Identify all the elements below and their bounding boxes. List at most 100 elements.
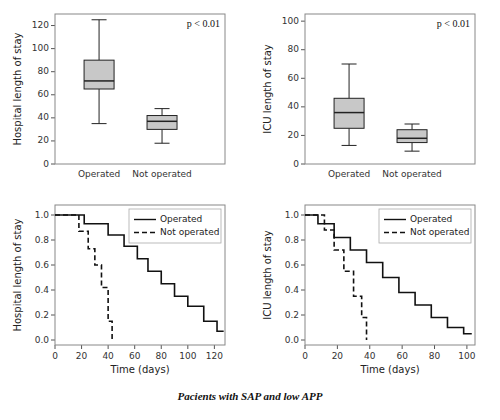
x-tick xyxy=(55,345,56,349)
plot-frame xyxy=(55,205,225,345)
annotation: p < 0.01 xyxy=(437,18,470,29)
y-tick-label: 1.0 xyxy=(35,210,50,220)
upper-whisker xyxy=(412,124,413,130)
y-tick-label: 120 xyxy=(32,20,49,30)
y-tick-label: 20 xyxy=(288,130,300,140)
y-tick xyxy=(301,164,305,165)
x-tick-label: 60 xyxy=(129,351,141,361)
y-tick-label: 0.8 xyxy=(35,235,50,245)
y-tick xyxy=(51,340,55,341)
upper-cap xyxy=(405,124,420,125)
footnote: Pacients with SAP and low APP xyxy=(178,390,323,402)
x-tick xyxy=(81,345,82,349)
x-tick-label: 100 xyxy=(458,351,475,361)
y-tick-label: 100 xyxy=(32,43,49,53)
x-tick-label: Not operated xyxy=(132,169,191,179)
lower-whisker xyxy=(99,89,100,124)
x-tick xyxy=(402,345,403,349)
x-tick-label: Not operated xyxy=(382,169,441,179)
y-tick xyxy=(301,106,305,107)
legend-swatch xyxy=(134,232,156,233)
upper-cap xyxy=(155,108,170,109)
y-tick-label: 0.2 xyxy=(285,310,299,320)
plot-frame xyxy=(55,14,225,164)
upper-whisker xyxy=(99,20,100,60)
legend-label: Operated xyxy=(410,214,452,224)
y-tick xyxy=(51,94,55,95)
line-panel: 0.00.20.40.60.81.0ICU length of stay0204… xyxy=(262,205,476,375)
y-tick xyxy=(301,215,305,216)
x-tick-label: 80 xyxy=(429,351,441,361)
upper-whisker xyxy=(162,109,163,116)
y-axis-label: Hospital length of stay xyxy=(12,218,23,331)
x-tick-label: Operated xyxy=(78,169,120,179)
legend-box xyxy=(379,209,471,243)
x-tick xyxy=(187,345,188,349)
x-axis-label: Time (days) xyxy=(109,364,169,375)
y-axis-label: ICU length of stay xyxy=(262,44,273,134)
box-marks xyxy=(84,20,177,143)
y-tick xyxy=(301,49,305,50)
x-tick-label: 20 xyxy=(332,351,344,361)
plot-frame xyxy=(305,14,475,164)
x-tick xyxy=(134,345,135,349)
y-tick-label: 40 xyxy=(288,101,300,111)
x-tick xyxy=(108,345,109,349)
lower-cap xyxy=(92,123,107,124)
series-line xyxy=(55,215,112,340)
y-tick xyxy=(51,215,55,216)
y-tick-label: 100 xyxy=(282,16,299,26)
upper-cap xyxy=(342,64,357,65)
y-tick-label: 0.4 xyxy=(35,285,50,295)
y-tick xyxy=(301,340,305,341)
series-line xyxy=(305,215,472,334)
x-tick-label: Operated xyxy=(328,169,370,179)
y-axis-label: Hospital length of stay xyxy=(12,32,23,145)
legend-label: Not operated xyxy=(160,227,219,237)
box-marks xyxy=(334,64,427,151)
x-tick-label: 0 xyxy=(52,351,58,361)
y-tick xyxy=(51,117,55,118)
y-tick xyxy=(301,240,305,241)
x-tick-label: 60 xyxy=(396,351,408,361)
y-tick-label: 0.0 xyxy=(285,335,300,345)
y-tick xyxy=(301,265,305,266)
x-tick-label: 40 xyxy=(364,351,376,361)
x-tick-label: 40 xyxy=(102,351,114,361)
upper-cap xyxy=(92,19,107,20)
y-tick xyxy=(51,140,55,141)
lower-cap xyxy=(342,145,357,146)
y-tick xyxy=(301,21,305,22)
y-tick xyxy=(51,290,55,291)
y-tick xyxy=(51,315,55,316)
y-tick xyxy=(301,78,305,79)
x-tick-label: 0 xyxy=(302,351,308,361)
legend-label: Operated xyxy=(160,214,202,224)
y-tick-label: 0 xyxy=(43,159,49,169)
x-tick-label: 120 xyxy=(206,351,223,361)
annotation: p < 0.01 xyxy=(187,18,220,29)
y-tick-label: 0.6 xyxy=(35,260,50,270)
box xyxy=(397,130,427,143)
legend-swatch xyxy=(134,219,156,220)
x-axis-label: Time (days) xyxy=(359,364,419,375)
y-tick-label: 0.8 xyxy=(285,235,300,245)
box-panel: 020406080100120Hospital length of stayOp… xyxy=(12,14,225,179)
y-tick xyxy=(51,164,55,165)
y-tick xyxy=(301,315,305,316)
y-tick-label: 40 xyxy=(38,112,50,122)
y-tick-label: 60 xyxy=(38,89,50,99)
y-axis-label: ICU length of stay xyxy=(262,230,273,320)
x-tick xyxy=(305,345,306,349)
line-panel: 0.00.20.40.60.81.0Hospital length of sta… xyxy=(12,205,225,375)
legend: Operated Not operated xyxy=(129,209,221,243)
y-tick xyxy=(51,71,55,72)
legend-box xyxy=(129,209,221,243)
box xyxy=(147,116,177,130)
y-tick-label: 60 xyxy=(288,73,300,83)
median-line xyxy=(147,121,177,123)
figure: 0 20 40 60 80 100 120 Hospital length of stay Op… xyxy=(0,0,500,420)
lower-whisker xyxy=(349,128,350,145)
legend-swatch xyxy=(384,232,406,233)
x-tick-label: 80 xyxy=(156,351,168,361)
